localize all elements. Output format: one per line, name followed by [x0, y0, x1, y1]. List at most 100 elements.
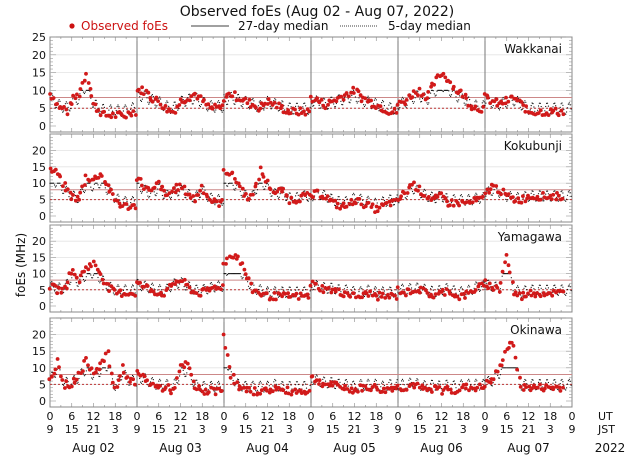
median-5day-point — [266, 380, 269, 382]
median-5day-point — [293, 113, 295, 115]
median-5day-point — [131, 104, 133, 106]
observed-foes-point — [310, 374, 315, 379]
observed-foes-point — [86, 267, 91, 272]
median-5day-point — [58, 182, 60, 184]
median-5day-point — [495, 281, 497, 283]
median-5day-point — [170, 289, 172, 291]
observed-foes-point — [346, 94, 351, 99]
median-5day-point — [78, 99, 80, 101]
median-5day-point — [165, 102, 167, 104]
median-5day-point — [164, 384, 166, 386]
median-5day-point — [475, 192, 477, 194]
observed-foes-point — [102, 109, 106, 114]
median-5day-point — [351, 384, 353, 386]
median-5day-point — [403, 289, 405, 291]
observed-foes-point — [360, 388, 364, 393]
median-5day-point — [532, 285, 534, 287]
median-5day-point — [499, 288, 501, 290]
median-5day-point — [530, 381, 532, 383]
observed-foes-point — [99, 174, 104, 178]
median-5day-point — [339, 198, 341, 201]
median-5day-point — [185, 375, 187, 377]
median-5day-point — [82, 278, 85, 281]
observed-foes-point — [369, 388, 373, 393]
median-5day-point — [64, 103, 66, 105]
median-5day-point — [420, 389, 422, 391]
median-5day-point — [498, 195, 500, 197]
median-5day-point — [523, 101, 525, 104]
observed-foes-point — [91, 259, 96, 264]
median-5day-point — [352, 381, 354, 383]
y-tick-label: 15 — [32, 345, 46, 358]
median-5day-point — [460, 194, 462, 196]
x-tick-label-ut: 18 — [543, 410, 557, 423]
median-5day-point — [241, 278, 243, 280]
observed-foes-point — [334, 205, 339, 210]
x-tick-label-jst: 3 — [112, 423, 119, 436]
median-5day-point — [440, 383, 442, 385]
median-5day-point — [344, 379, 346, 381]
observed-foes-point — [64, 379, 69, 384]
median-5day-point — [562, 381, 564, 383]
observed-foes-point — [94, 370, 98, 375]
median-5day-point — [367, 378, 369, 380]
median-5day-point — [259, 284, 261, 286]
median-5day-point — [273, 189, 275, 191]
observed-foes-point — [48, 166, 53, 171]
year-label: 2022 — [595, 441, 626, 455]
observed-foes-point — [132, 203, 136, 207]
median-5day-point — [161, 387, 163, 389]
median-5day-point — [479, 290, 481, 292]
median-5day-point — [471, 204, 473, 206]
median-5day-point — [451, 383, 453, 386]
station-label: Yamagawa — [497, 230, 562, 244]
observed-foes-point — [495, 369, 500, 374]
median-5day-point — [570, 384, 572, 386]
median-5day-point — [82, 89, 84, 91]
observed-foes-point — [369, 98, 373, 103]
observed-foes-point — [341, 201, 346, 206]
observed-foes-point — [402, 191, 407, 196]
observed-foes-point — [267, 390, 272, 395]
median-5day-point — [382, 196, 384, 198]
median-5day-point — [375, 380, 377, 382]
median-5day-point — [241, 196, 243, 198]
observed-foes-point — [349, 386, 354, 391]
median-5day-point — [459, 384, 461, 386]
median-5day-point — [207, 293, 209, 295]
median-5day-point — [382, 381, 385, 383]
observed-foes-point — [187, 366, 192, 371]
observed-foes-point — [353, 387, 358, 391]
median-5day-point — [234, 189, 236, 191]
median-5day-point — [227, 103, 229, 105]
observed-foes-point — [286, 108, 290, 113]
observed-foes-point — [333, 289, 338, 294]
median-5day-point — [197, 192, 199, 194]
observed-foes-point — [275, 189, 280, 194]
observed-foes-point — [305, 292, 310, 297]
median-5day-point — [65, 101, 67, 103]
median-5day-point — [304, 286, 306, 288]
median-5day-point — [554, 102, 556, 104]
observed-foes-point — [387, 295, 392, 300]
median-5day-point — [74, 194, 76, 197]
median-5day-point — [423, 283, 425, 285]
observed-foes-point — [116, 378, 121, 382]
median-5day-point — [511, 367, 513, 369]
observed-foes-point — [335, 382, 340, 387]
median-5day-point — [324, 380, 327, 382]
observed-foes-point — [72, 380, 77, 385]
observed-foes-point — [173, 282, 178, 286]
median-5day-point — [232, 184, 234, 186]
observed-foes-point — [526, 193, 530, 198]
station-label: Kokubunji — [504, 139, 562, 153]
observed-foes-point — [158, 102, 163, 107]
median-5day-point — [401, 283, 404, 285]
median-5day-point — [277, 197, 279, 199]
median-5day-point — [92, 277, 94, 279]
median-5day-point — [509, 191, 511, 193]
median-5day-point — [270, 195, 272, 197]
median-5day-point — [178, 108, 180, 110]
observed-foes-point — [221, 99, 226, 103]
median-5day-point — [297, 383, 299, 386]
